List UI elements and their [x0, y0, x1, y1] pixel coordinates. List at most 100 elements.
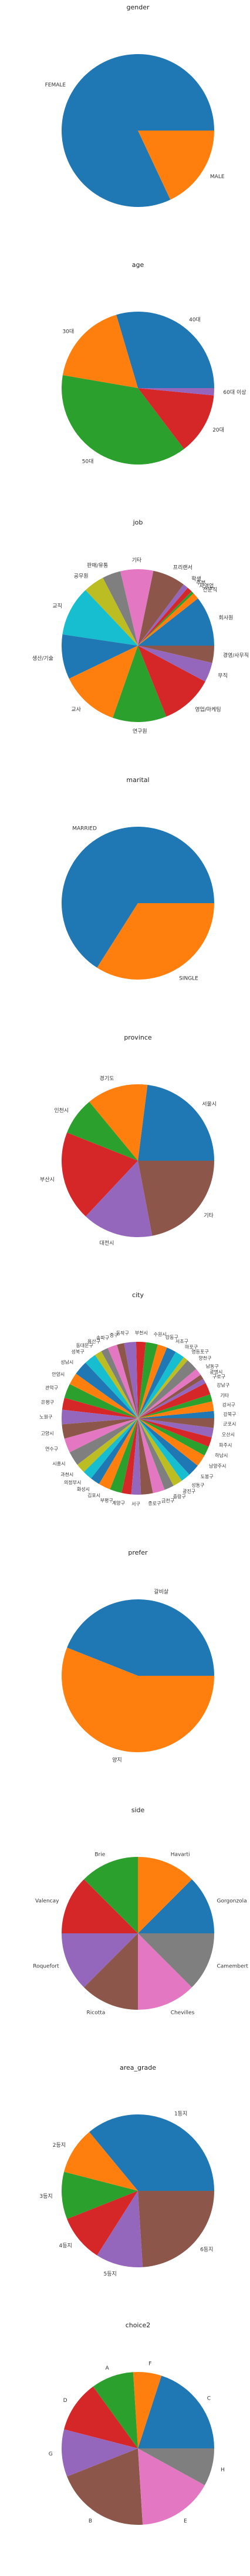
slice-label: MARRIED [72, 826, 97, 831]
slice-label: FEMALE [45, 82, 66, 88]
pie-chart-7: side Gorgonzola Havarti Brie Valencay Roquefo… [33, 1806, 248, 2016]
slice-label: 프리랜서 [173, 564, 192, 571]
slice-label: F [148, 2361, 151, 2367]
pie-slice [138, 1085, 214, 1161]
pie-slice [138, 1418, 214, 1428]
slice-label: Gorgonzola [217, 1898, 247, 1904]
pie-slice [138, 1344, 167, 1418]
pie-slice [76, 1362, 138, 1418]
pie-slice [138, 1161, 214, 1236]
pie-slice [138, 131, 214, 200]
slice-label: 의정부시 [64, 1479, 81, 1485]
pie-slice [85, 577, 138, 646]
slice-label: 강남구 [217, 1382, 229, 1388]
slice-label: 서초구 [175, 1339, 188, 1344]
chart-title: area_grade [120, 2064, 156, 2072]
slice-label: 서구 [131, 1502, 140, 1507]
slice-label: 양천구 [198, 1355, 211, 1361]
slice-label: 과천시 [60, 1472, 73, 1478]
pie-slice [138, 1418, 209, 1456]
pie-chart-3: marital MARRIED SINGLE [61, 776, 214, 982]
slice-label: 오산시 [222, 1432, 235, 1438]
slice-label: 구로구 [212, 1374, 225, 1379]
chart-title: prefer [128, 1549, 148, 1556]
pie-slice [94, 1351, 138, 1418]
slice-label: 50대 [82, 459, 94, 465]
slice-label: 수원시 [154, 1332, 167, 1337]
slice-label: 파주시 [219, 1443, 232, 1448]
slice-label: 관악구 [45, 1385, 58, 1391]
pie-slice [61, 826, 214, 968]
slice-label: 무직 [218, 673, 228, 679]
pie-slice [138, 1342, 158, 1418]
pie-slice [138, 1383, 211, 1418]
slice-label: 도봉구 [201, 1474, 214, 1479]
slice-label: 강서구 [222, 1402, 235, 1408]
slice-label: MALE [210, 174, 225, 180]
slice-label: 부산시 [40, 1177, 55, 1183]
slice-label: 안양시 [52, 1371, 65, 1377]
pie-slice [138, 1933, 214, 1987]
pie-slice [69, 1418, 138, 1465]
pie-slice [67, 1599, 215, 1676]
slice-label: 경영/사무직 [223, 652, 249, 659]
slice-label: 자영업 [200, 583, 214, 590]
slice-label: 20대 [212, 427, 224, 433]
pie-slice [93, 2372, 138, 2448]
chart-title: marital [126, 776, 149, 784]
slice-label: 30대 [62, 328, 74, 335]
pie-slice [91, 1418, 138, 1484]
slice-label: 광진구 [183, 1488, 195, 1494]
slice-label: 강동구 [165, 1334, 178, 1340]
slice-label: 하남시 [215, 1452, 228, 1458]
pie-slice [131, 1418, 141, 1495]
pie-slice [110, 1418, 138, 1493]
slice-label: 종로구 [148, 1501, 161, 1506]
slice-label: 김포시 [87, 1492, 100, 1498]
slice-label: 생산/기술 [32, 656, 53, 662]
pie-slice [138, 388, 214, 396]
slice-label: 인천시 [54, 1107, 69, 1114]
slice-label: 남동구 [206, 1364, 219, 1369]
slice-label: 영업/마케팅 [195, 706, 221, 713]
pie-slice [62, 1648, 215, 1752]
pie-slice [67, 2448, 143, 2525]
pie-slice [89, 1084, 148, 1161]
slice-label: 4등지 [59, 2243, 72, 2249]
slice-label: 송파구 [96, 1335, 109, 1341]
pie-slice [84, 1857, 138, 1933]
slice-label: D [63, 2398, 67, 2404]
pie-slice [138, 646, 205, 717]
pie-slice [61, 1132, 138, 1217]
pie-slice [138, 587, 192, 646]
slice-label: 남양주시 [209, 1464, 226, 1469]
pie-slice [138, 570, 184, 646]
pie-slice [62, 1879, 138, 1933]
slice-label: Roquefort [33, 1964, 59, 1970]
pie-slice [138, 1933, 192, 2010]
slice-label: Ricotta [87, 2010, 106, 2016]
slice-label: 광명시 [210, 1369, 222, 1375]
pie-slice [62, 315, 138, 388]
pie-slice [64, 1384, 138, 1418]
pie-slice [62, 375, 184, 465]
pie-slice [61, 2171, 138, 2219]
pie-slice [138, 1352, 184, 1418]
slice-label: E [184, 2518, 187, 2524]
pie-slice [138, 2448, 214, 2485]
pie-slice [97, 2191, 143, 2267]
pie-slice [138, 593, 198, 646]
pie-slice [64, 2131, 138, 2191]
slice-label: 금천구 [161, 1498, 174, 1503]
pie-slice [62, 1418, 138, 1439]
pie-slice [69, 646, 138, 718]
pie-slice [138, 1418, 212, 1447]
chart-title: choice2 [126, 2321, 151, 2329]
pie-slice [138, 1401, 214, 1418]
pie-slice [62, 1933, 138, 1987]
chart-title: side [131, 1806, 145, 1814]
slice-label: 동작구 [116, 1330, 129, 1336]
slice-label: 3등지 [39, 2193, 52, 2200]
pie-slice [62, 1398, 138, 1418]
